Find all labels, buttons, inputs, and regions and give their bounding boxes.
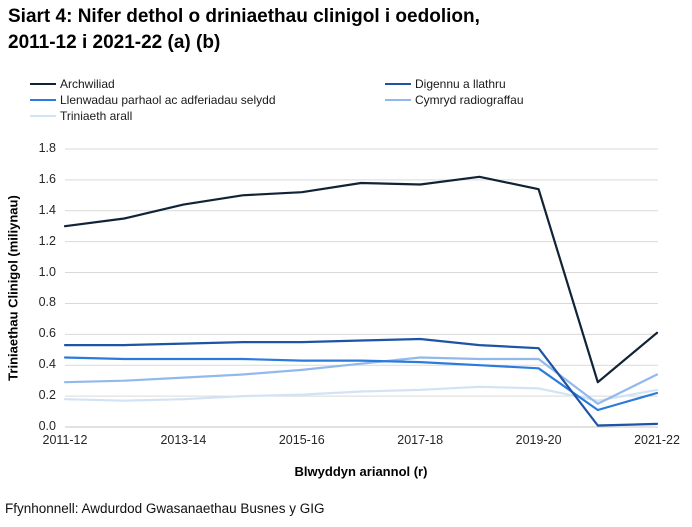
y-tick-0.4: 0.4 [38, 357, 56, 372]
legend-label-archwiliad: Archwiliad [60, 76, 115, 91]
chart-title: Siart 4: Nifer dethol o driniaethau clin… [8, 4, 680, 56]
x-tick-2019-20: 2019-20 [515, 433, 562, 447]
series-line-triniaeth-arall [63, 385, 659, 402]
series-line-archwiliad [63, 175, 659, 384]
legend-item-triniaeth-arall: Triniaeth arall [30, 108, 385, 123]
legend-item-archwiliad: Archwiliad [30, 76, 385, 91]
legend-label-llenwadau-parhaol-ac-adferiadau-selydd: Llenwadau parhaol ac adferiadau selydd [60, 92, 276, 107]
chart-title-line2: 2011-12 i 2021-22 (a) (b) [8, 32, 221, 54]
y-tick-0.6: 0.6 [38, 326, 56, 341]
series-line-cymryd-radiograffau [63, 356, 659, 405]
legend-item-digennu-a-llathru: Digennu a llathru [385, 76, 524, 91]
legend-swatch-archwiliad [30, 82, 56, 85]
y-tick-0.8: 0.8 [38, 295, 56, 310]
legend-item-llenwadau-parhaol-ac-adferiadau-selydd: Llenwadau parhaol ac adferiadau selydd [30, 92, 385, 107]
chart-title-line1: Siart 4: Nifer dethol o driniaethau clin… [8, 6, 480, 27]
y-tick-1.0: 1.0 [38, 264, 56, 279]
legend-item-cymryd-radiograffau: Cymryd radiograffau [385, 92, 524, 107]
x-tick-2021-22: 2021-22 [634, 433, 680, 447]
x-tick-2015-16: 2015-16 [278, 433, 325, 447]
series-line-digennu-a-llathru [63, 337, 659, 427]
y-tick-0.0: 0.0 [38, 419, 56, 433]
y-tick-1.6: 1.6 [38, 171, 56, 186]
series-line-llenwadau-parhaol-ac-adferiadau-selydd [63, 356, 659, 412]
y-tick-1.8: 1.8 [38, 141, 56, 155]
legend-swatch-triniaeth-arall [30, 114, 56, 117]
x-axis-title: Blwyddyn ariannol (r) [294, 464, 428, 479]
x-tick-2013-14: 2013-14 [160, 433, 207, 447]
y-tick-1.2: 1.2 [38, 233, 56, 248]
y-tick-1.4: 1.4 [38, 202, 56, 217]
legend-label-triniaeth-arall: Triniaeth arall [60, 108, 133, 123]
legend-label-cymryd-radiograffau: Cymryd radiograffau [415, 92, 524, 107]
y-tick-0.2: 0.2 [38, 388, 56, 403]
legend-swatch-llenwadau-parhaol-ac-adferiadau-selydd [30, 98, 56, 101]
x-tick-2011-12: 2011-12 [42, 433, 88, 447]
x-tick-2017-18: 2017-18 [397, 433, 444, 447]
legend-label-digennu-a-llathru: Digennu a llathru [415, 76, 506, 91]
legend-swatch-digennu-a-llathru [385, 82, 411, 85]
chart-legend: Archwiliad Digennu a llathru Llenwadau par… [30, 76, 524, 123]
legend-swatch-cymryd-radiograffau [385, 98, 411, 101]
source-note: Ffynhonnell: Awdurdod Gwasanaethau Busne… [5, 501, 325, 516]
